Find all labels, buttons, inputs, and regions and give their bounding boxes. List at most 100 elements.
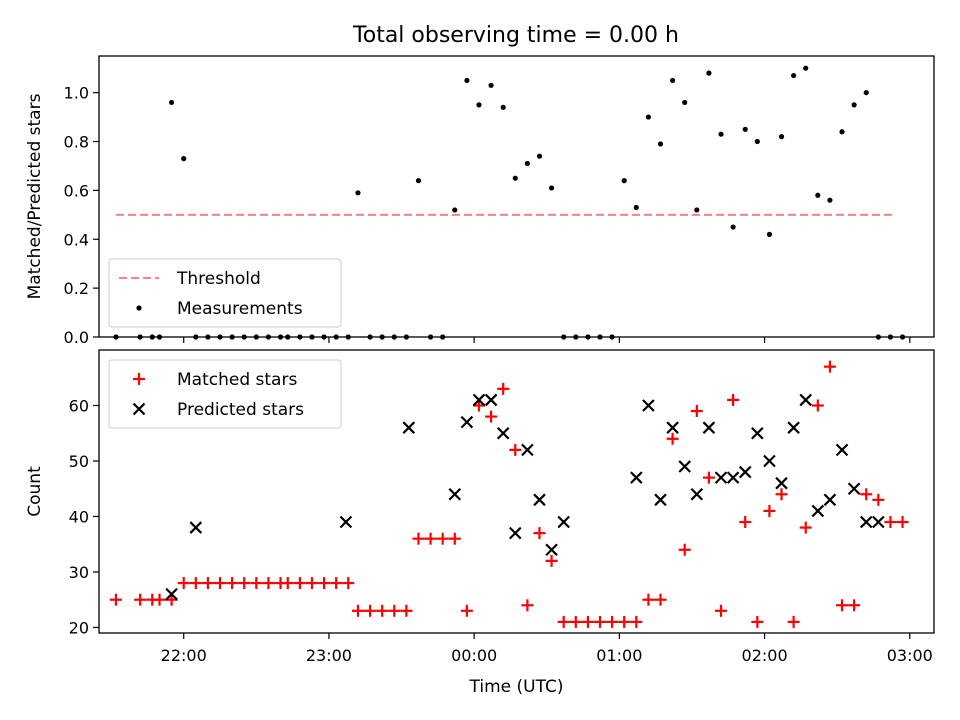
data-point: [533, 527, 546, 540]
data-point: [872, 515, 885, 529]
data-point: [670, 77, 676, 84]
data-point: [169, 99, 175, 106]
data-point: [715, 604, 728, 617]
data-point: [181, 156, 187, 162]
data-point: [297, 334, 303, 340]
data-point: [500, 104, 506, 110]
data-point: [630, 615, 643, 628]
data-point: [815, 192, 821, 198]
data-point: [452, 207, 458, 213]
data-point: [609, 334, 615, 340]
data-point: [702, 471, 715, 484]
legend-swatch-marker: [136, 305, 142, 311]
data-point: [217, 334, 223, 340]
data-point: [666, 432, 679, 445]
y-tick-label: 20: [69, 618, 89, 637]
data-point: [751, 615, 764, 628]
y-tick-label: 1.0: [64, 84, 89, 103]
data-point: [875, 334, 881, 340]
data-point: [318, 577, 331, 590]
data-point: [448, 487, 462, 501]
data-point: [201, 577, 214, 590]
data-point: [189, 577, 202, 590]
data-point: [718, 131, 724, 137]
data-point: [342, 577, 355, 590]
x-tick-label: 03:00: [887, 646, 933, 665]
data-point: [887, 334, 894, 340]
data-point: [109, 593, 122, 606]
data-point: [678, 460, 691, 473]
data-point: [585, 334, 591, 340]
data-point: [690, 405, 703, 418]
data-point: [799, 393, 813, 407]
y-tick-label: 0.2: [64, 279, 89, 298]
data-point: [694, 207, 700, 213]
data-point: [285, 334, 291, 340]
data-point: [345, 334, 351, 340]
data-point: [666, 421, 679, 434]
data-point: [402, 421, 416, 434]
data-point: [851, 102, 857, 108]
data-point: [484, 393, 498, 407]
data-point: [835, 443, 849, 457]
data-point: [488, 82, 494, 88]
data-point: [775, 476, 788, 490]
data-point: [238, 577, 251, 590]
data-point: [657, 141, 664, 147]
x-axis-label: Time (UTC): [469, 677, 564, 697]
data-point: [460, 415, 474, 429]
data-point: [305, 577, 318, 590]
data-point: [509, 443, 522, 456]
data-point: [412, 532, 425, 545]
data-point: [339, 515, 353, 529]
data-point: [229, 334, 235, 340]
data-point: [645, 114, 652, 120]
data-point: [376, 604, 389, 617]
data-point: [778, 134, 785, 140]
data-point: [321, 334, 327, 340]
data-point: [763, 454, 776, 468]
data-point: [859, 515, 873, 529]
data-point: [521, 443, 534, 457]
data-point: [654, 493, 667, 507]
data-point: [485, 410, 498, 423]
data-point: [521, 599, 534, 612]
data-point: [193, 334, 199, 340]
data-point: [799, 521, 812, 534]
data-point: [836, 599, 849, 612]
data-point: [351, 604, 364, 617]
data-point: [827, 197, 833, 203]
data-point: [654, 593, 667, 606]
data-point: [391, 334, 397, 340]
data-point: [739, 516, 752, 529]
data-point: [330, 577, 343, 590]
data-point: [642, 593, 655, 606]
data-point: [899, 334, 906, 340]
top-panel: 0.0 0.2 0.4 0.6 0.8 1.0 Matched/Predicted star…: [25, 55, 935, 347]
legend-box: [108, 359, 342, 429]
data-point: [823, 493, 837, 507]
data-point: [557, 615, 570, 628]
data-point: [355, 190, 361, 196]
data-point: [742, 126, 748, 132]
chart-title: Total observing time = 0.00 h: [352, 23, 679, 48]
data-point: [606, 615, 619, 628]
data-point: [177, 577, 190, 590]
data-point: [153, 593, 166, 606]
data-point: [754, 138, 760, 145]
data-point: [787, 421, 800, 434]
data-point: [379, 334, 385, 340]
x-tick-label: 00:00: [451, 646, 497, 665]
x-tick-label: 02:00: [742, 646, 788, 665]
data-point: [751, 426, 764, 440]
data-point: [884, 516, 897, 529]
data-point: [872, 493, 885, 506]
data-point: [714, 471, 728, 484]
data-point: [706, 70, 712, 76]
data-point: [678, 543, 691, 556]
data-point: [561, 334, 567, 340]
data-point: [690, 487, 704, 501]
data-point: [415, 178, 422, 184]
data-point: [839, 129, 845, 135]
data-point: [250, 577, 263, 590]
